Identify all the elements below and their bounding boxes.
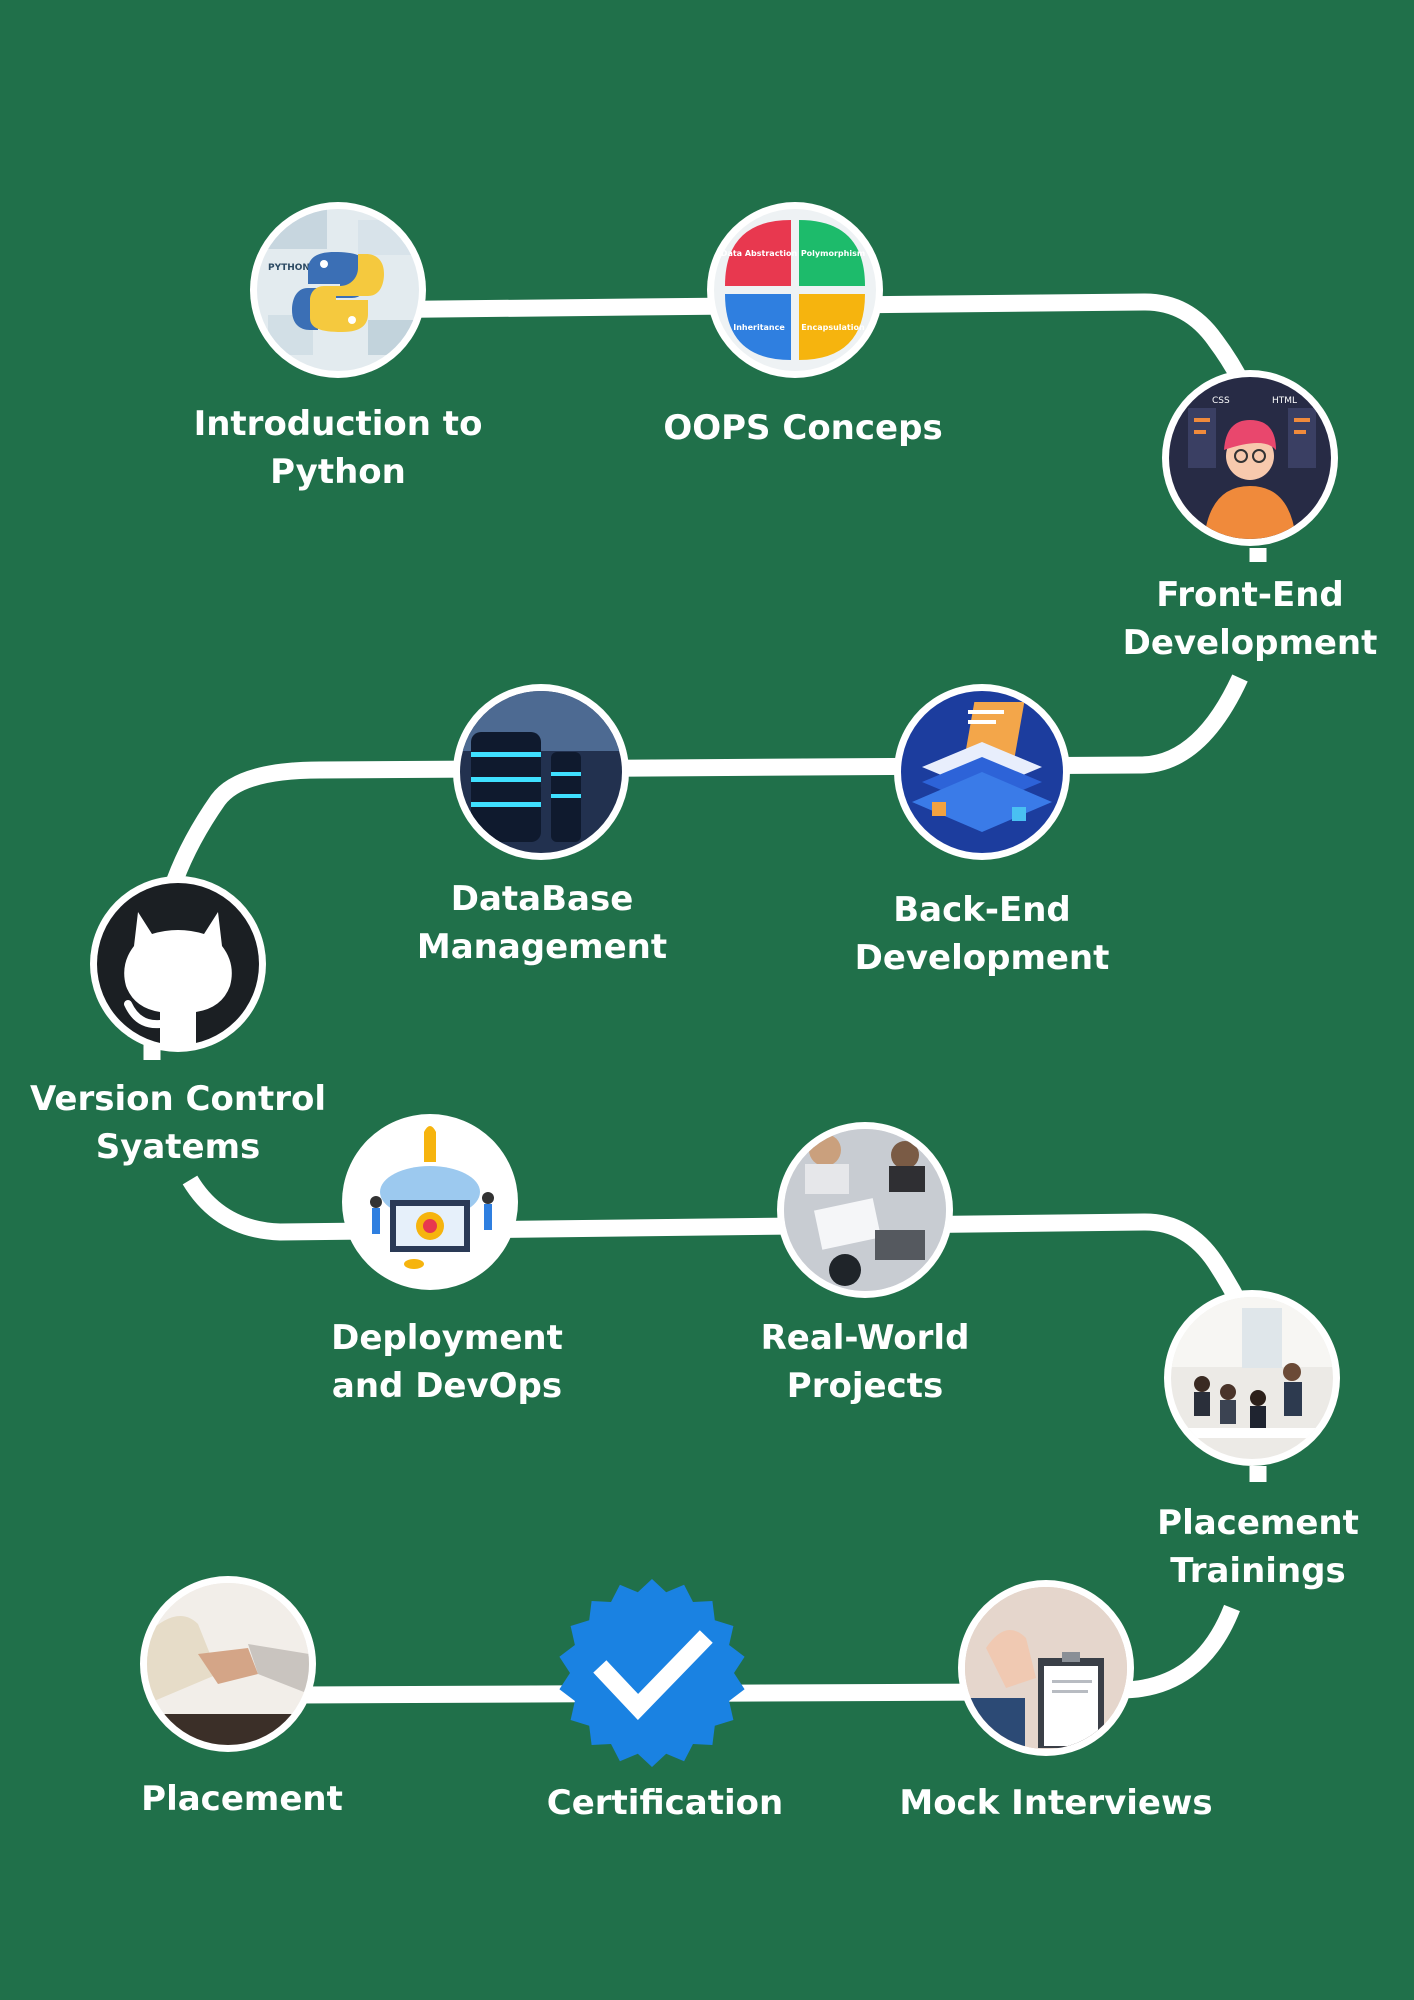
label-line: Management [416, 927, 668, 967]
label-line: Placement [1157, 1503, 1359, 1543]
html-label: HTML [1272, 396, 1297, 406]
label-line: Deployment [331, 1318, 563, 1358]
label-line: Mock Interviews [899, 1783, 1213, 1823]
label-line: OOPS Conceps [663, 408, 943, 448]
label-line: Introduction to [193, 404, 483, 444]
step-projects [777, 1122, 953, 1298]
step-intro-python: PYTHON [250, 202, 426, 378]
label-mock-interviews: Mock Interviews [899, 1779, 1212, 1827]
label-projects: Real-World Projects [761, 1314, 970, 1410]
label-database: DataBase Management [417, 875, 667, 971]
label-deployment: Deployment and DevOps [331, 1314, 563, 1410]
label-line: Back-End [893, 890, 1071, 930]
step-deployment [342, 1114, 518, 1290]
step-back-end [894, 684, 1070, 860]
label-line: Version Control [29, 1079, 327, 1119]
oops-quadrant-label: Data Abstraction [721, 249, 798, 258]
step-version-control [90, 876, 266, 1052]
step-mock-interviews [958, 1580, 1134, 1756]
label-certification: Certification [547, 1779, 783, 1827]
label-intro-python: Introduction to Python [194, 400, 483, 496]
python-word: PYTHON [268, 263, 310, 273]
label-line: Development [1122, 623, 1378, 663]
database-servers-icon [460, 691, 622, 842]
step-placement-training [1164, 1290, 1340, 1466]
python-logo-icon [292, 252, 384, 332]
label-front-end: Front-End Development [1123, 571, 1378, 667]
handshake-icon [147, 1583, 309, 1745]
label-line: Real-World [760, 1318, 970, 1358]
label-version-control: Version Control Syatems [30, 1075, 326, 1171]
server-platform-icon [912, 702, 1052, 832]
oops-pillars-icon: Data Abstraction Polymorphism Inheritanc… [721, 220, 865, 360]
label-line: Development [854, 938, 1110, 978]
label-oops: OOPS Conceps [663, 404, 942, 452]
github-octocat-icon [124, 912, 232, 1045]
label-line: DataBase [450, 879, 634, 919]
label-line: Projects [786, 1366, 944, 1406]
step-certification [559, 1579, 745, 1767]
oops-quadrant-label: Encapsulation [801, 323, 865, 332]
css-label: CSS [1212, 396, 1230, 406]
label-line: and DevOps [331, 1366, 563, 1406]
label-back-end: Back-End Development [855, 886, 1110, 982]
label-line: Python [270, 452, 406, 492]
label-line: Trainings [1170, 1551, 1346, 1591]
oops-quadrant-label: Inheritance [733, 323, 785, 332]
verified-badge-icon [559, 1579, 745, 1767]
label-line: Certification [546, 1783, 784, 1823]
rocket-launch-icon [370, 1126, 494, 1269]
label-line: Placement [141, 1779, 343, 1819]
step-front-end: CSS HTML [1162, 370, 1338, 546]
label-line: Front-End [1156, 575, 1344, 615]
label-line: Syatems [95, 1127, 261, 1167]
clipboard-interview-icon [965, 1587, 1127, 1749]
developer-avatar-icon: CSS HTML [1188, 396, 1316, 539]
roadmap-path [143, 293, 1267, 1704]
label-placement-training: Placement Trainings [1157, 1499, 1359, 1595]
team-desk-icon [784, 1129, 946, 1291]
oops-quadrant-label: Polymorphism [801, 249, 865, 258]
step-placement [140, 1576, 316, 1752]
step-oops: Data Abstraction Polymorphism Inheritanc… [707, 202, 883, 378]
label-placement: Placement [141, 1775, 343, 1823]
step-database [453, 684, 629, 860]
